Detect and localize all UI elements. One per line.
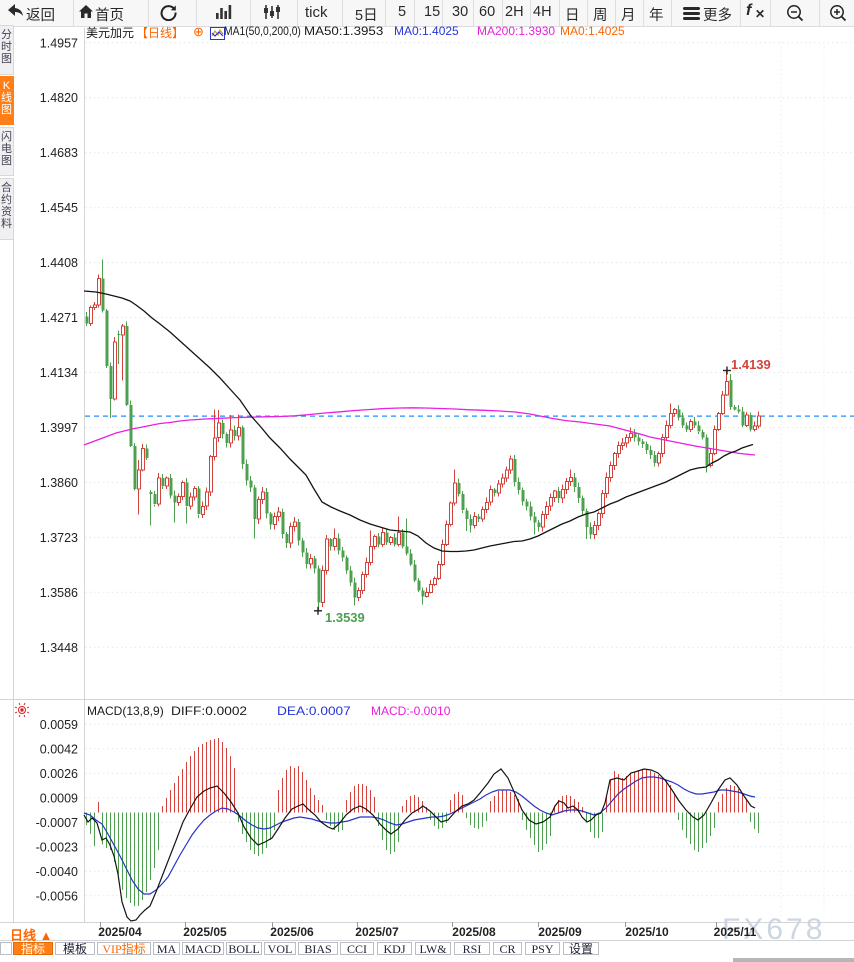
svg-text:1.4408: 1.4408 bbox=[40, 256, 78, 270]
svg-text:0.0026: 0.0026 bbox=[40, 767, 78, 781]
svg-text:1.4271: 1.4271 bbox=[40, 311, 78, 325]
svg-text:2025/11: 2025/11 bbox=[714, 925, 757, 939]
svg-text:2025/09: 2025/09 bbox=[538, 925, 582, 939]
svg-text:-0.0007: -0.0007 bbox=[36, 816, 78, 830]
svg-text:0.0059: 0.0059 bbox=[40, 718, 78, 732]
svg-text:1.4139: 1.4139 bbox=[731, 357, 771, 372]
svg-text:2025/08: 2025/08 bbox=[452, 925, 496, 939]
svg-text:2025/05: 2025/05 bbox=[183, 925, 227, 939]
svg-text:1.3448: 1.3448 bbox=[40, 641, 78, 655]
svg-text:2025/10: 2025/10 bbox=[625, 925, 669, 939]
svg-text:1.3539: 1.3539 bbox=[325, 610, 365, 625]
svg-text:1.4683: 1.4683 bbox=[40, 146, 78, 160]
svg-text:2025/06: 2025/06 bbox=[270, 925, 314, 939]
svg-text:0.0009: 0.0009 bbox=[40, 791, 78, 805]
svg-text:1.3860: 1.3860 bbox=[40, 476, 78, 490]
svg-text:1.4957: 1.4957 bbox=[40, 36, 78, 50]
svg-text:1.3997: 1.3997 bbox=[40, 421, 78, 435]
svg-text:1.4820: 1.4820 bbox=[40, 91, 78, 105]
svg-text:0.0042: 0.0042 bbox=[40, 742, 78, 756]
svg-text:-0.0023: -0.0023 bbox=[36, 840, 78, 854]
svg-text:1.4545: 1.4545 bbox=[40, 201, 78, 215]
svg-text:2025/04: 2025/04 bbox=[98, 925, 142, 939]
svg-text:-0.0040: -0.0040 bbox=[36, 865, 78, 879]
svg-text:-0.0056: -0.0056 bbox=[36, 889, 78, 903]
svg-text:2025/07: 2025/07 bbox=[355, 925, 399, 939]
svg-text:1.4134: 1.4134 bbox=[40, 366, 78, 380]
svg-text:1.3586: 1.3586 bbox=[40, 586, 78, 600]
svg-text:1.3723: 1.3723 bbox=[40, 531, 78, 545]
